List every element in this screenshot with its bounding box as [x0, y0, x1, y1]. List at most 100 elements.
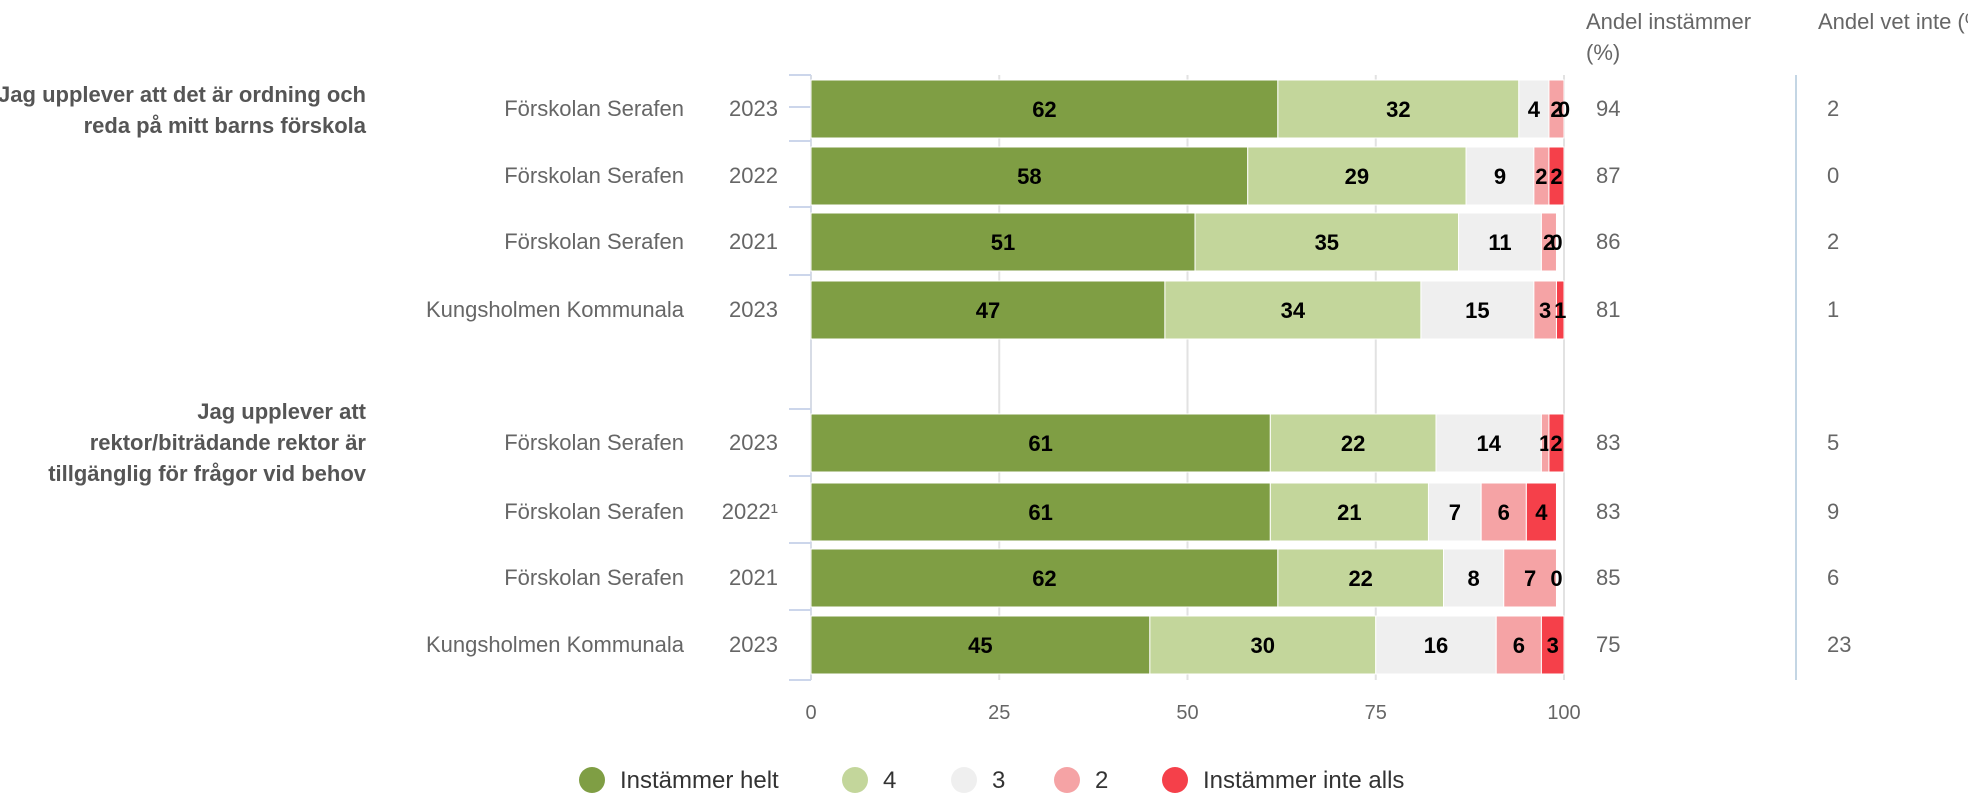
dontknow-value: 9: [1827, 499, 1839, 524]
agree-value: 86: [1596, 229, 1620, 254]
data-label: 15: [1465, 298, 1489, 323]
x-tick-label: 50: [1176, 702, 1198, 724]
row-year-label: 2021: [729, 229, 778, 254]
bar-segment: [1503, 548, 1557, 608]
x-tick-label: 100: [1547, 702, 1580, 724]
dontknow-value: 23: [1827, 632, 1851, 657]
legend-marker: [579, 767, 605, 793]
data-label: 0: [1550, 230, 1562, 255]
bar-segment: [810, 280, 1166, 340]
legend-label: 4: [883, 767, 896, 793]
data-label: 9: [1494, 164, 1506, 189]
bar-segment: [1277, 79, 1520, 139]
column-header-agree: Andel instämmer (%): [1586, 9, 1752, 65]
bar-segment: [1247, 146, 1467, 206]
x-tick-label: 75: [1365, 702, 1387, 724]
legend-label: 3: [992, 767, 1005, 793]
bar-segment: [1518, 79, 1550, 139]
data-label: 2: [1543, 230, 1555, 255]
dontknow-value: 6: [1827, 565, 1839, 590]
data-label: 30: [1251, 633, 1275, 658]
data-label: 22: [1341, 431, 1365, 456]
bar-segment: [1548, 146, 1565, 206]
data-label: 2: [1550, 164, 1562, 189]
legend-marker: [951, 767, 977, 793]
row-unit-label: Förskolan Serafen: [504, 163, 684, 188]
legend-label: 2: [1095, 767, 1108, 793]
data-label: 3: [1539, 298, 1551, 323]
data-label: 62: [1032, 566, 1056, 591]
bar-segment: [1375, 615, 1497, 675]
data-label: 21: [1337, 500, 1361, 525]
dontknow-value: 2: [1827, 229, 1839, 254]
agree-value: 75: [1596, 632, 1620, 657]
legend-label: Instämmer inte alls: [1203, 767, 1404, 793]
data-label: 47: [976, 298, 1000, 323]
data-label: 62: [1032, 97, 1056, 122]
agree-value: 83: [1596, 499, 1620, 524]
data-label: 14: [1476, 431, 1501, 456]
legend-marker: [1054, 767, 1080, 793]
row-unit-label: Förskolan Serafen: [504, 96, 684, 121]
bar-segment: [1540, 212, 1557, 272]
row-unit-label: Förskolan Serafen: [504, 499, 684, 524]
dontknow-value: 1: [1827, 297, 1839, 322]
bar-segment: [1480, 482, 1527, 542]
data-label: 61: [1028, 500, 1052, 525]
legend-marker: [1162, 767, 1188, 793]
data-label: 32: [1386, 97, 1410, 122]
data-label: 2: [1535, 164, 1547, 189]
dontknow-value: 2: [1827, 96, 1839, 121]
agree-value: 87: [1596, 163, 1620, 188]
bar-segment: [1548, 413, 1565, 473]
data-label: 3: [1547, 633, 1559, 658]
agree-value: 83: [1596, 430, 1620, 455]
dontknow-value: 5: [1827, 430, 1839, 455]
data-label: 4: [1528, 97, 1541, 122]
question-2-label: Jag upplever att rektor/biträdande rekto…: [48, 399, 366, 486]
legend-label: Instämmer helt: [620, 767, 779, 793]
data-label: 45: [968, 633, 992, 658]
row-year-label: 2021: [729, 565, 778, 590]
dontknow-value: 0: [1827, 163, 1839, 188]
row-unit-label: Kungsholmen Kommunala: [426, 297, 685, 322]
x-tick-label: 25: [988, 702, 1010, 724]
column-header-dontknow: Andel vet inte (%): [1818, 9, 1968, 34]
bar-segment: [810, 413, 1271, 473]
bar-segment: [1555, 280, 1565, 340]
bar-segment: [1540, 615, 1565, 675]
data-label: 0: [1550, 566, 1562, 591]
row-unit-label: Förskolan Serafen: [504, 430, 684, 455]
bar-segment: [1465, 146, 1535, 206]
data-label: 0: [1558, 97, 1570, 122]
bar-segment: [810, 146, 1249, 206]
agree-value: 81: [1596, 297, 1620, 322]
data-label: 7: [1449, 500, 1461, 525]
bar-segment: [810, 482, 1271, 542]
bar-segment: [1548, 79, 1565, 139]
data-label: 35: [1315, 230, 1339, 255]
row-year-label: 2023: [729, 297, 778, 322]
agree-value: 94: [1596, 96, 1620, 121]
data-label: 34: [1281, 298, 1306, 323]
data-label: 7: [1524, 566, 1536, 591]
data-label: 2: [1550, 431, 1562, 456]
x-tick-label: 0: [805, 702, 816, 724]
row-unit-label: Kungsholmen Kommunala: [426, 632, 685, 657]
data-label: 8: [1468, 566, 1480, 591]
row-unit-label: Förskolan Serafen: [504, 565, 684, 590]
data-label: 1: [1539, 431, 1551, 456]
bar-segment: [1427, 482, 1482, 542]
row-unit-label: Förskolan Serafen: [504, 229, 684, 254]
data-label: 4: [1535, 500, 1548, 525]
bar-segment: [1269, 482, 1429, 542]
bar-segment: [1164, 280, 1422, 340]
data-label: 22: [1348, 566, 1372, 591]
question-1-label: Jag upplever att det är ordning och reda…: [0, 82, 366, 138]
bar-segment: [1495, 615, 1542, 675]
data-label: 11: [1488, 230, 1511, 255]
data-label: 6: [1513, 633, 1525, 658]
data-label: 2: [1550, 97, 1562, 122]
